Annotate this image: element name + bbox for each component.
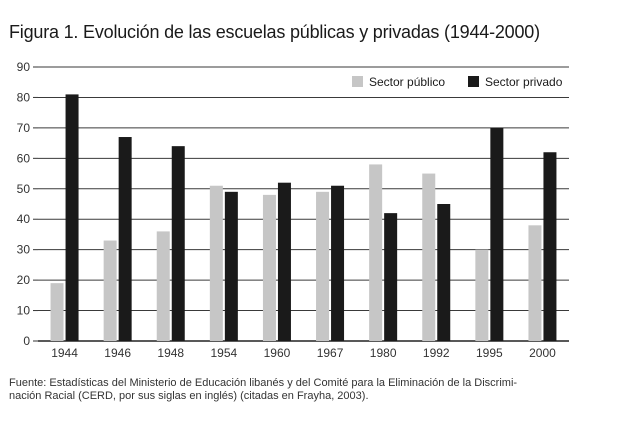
x-tick-label: 1944 <box>51 346 78 360</box>
y-tick-label: 20 <box>17 273 31 287</box>
bar-sector-publico <box>422 173 436 341</box>
bar-sector-privado <box>437 204 451 341</box>
x-tick-label: 1992 <box>423 346 450 360</box>
bar-sector-privado <box>543 152 557 341</box>
y-tick-label: 80 <box>17 90 31 104</box>
legend-swatch-privado <box>468 76 479 87</box>
bar-sector-publico <box>528 225 542 341</box>
bar-sector-privado <box>118 137 132 341</box>
y-tick-label: 10 <box>17 304 31 318</box>
y-tick-label: 40 <box>17 212 31 226</box>
x-tick-label: 1980 <box>370 346 397 360</box>
x-tick-label: 1995 <box>476 346 503 360</box>
bar-sector-publico <box>50 283 64 341</box>
bar-sector-privado <box>277 182 291 341</box>
chart-title: Figura 1. Evolución de las escuelas públ… <box>9 22 540 42</box>
bar-sector-privado <box>331 185 345 341</box>
legend-swatch-publico <box>352 76 363 87</box>
x-tick-label: 1954 <box>210 346 237 360</box>
bar-sector-publico <box>369 164 383 341</box>
bar-sector-publico <box>316 191 330 341</box>
bar-sector-privado <box>224 191 238 341</box>
x-tick-label: 1960 <box>264 346 291 360</box>
bars <box>50 94 557 342</box>
y-tick-label: 70 <box>17 121 31 135</box>
x-axis-ticks: 1944 1946 1948 1954 1960 1967 1980 1992 1995 2000 <box>51 346 556 360</box>
bar-sector-publico <box>475 249 489 341</box>
bar-sector-publico <box>209 185 223 341</box>
bar-sector-publico <box>156 231 170 341</box>
bar-sector-privado <box>384 213 398 341</box>
y-tick-label: 90 <box>17 60 31 74</box>
bar-sector-publico <box>103 240 117 341</box>
x-tick-label: 1946 <box>104 346 131 360</box>
source-line-2: nación Racial (CERD, por sus siglas en i… <box>9 390 369 402</box>
y-tick-label: 50 <box>17 182 31 196</box>
gridlines <box>38 66 569 342</box>
bar-sector-publico <box>262 194 276 341</box>
y-axis-ticks: 0 10 20 30 40 50 60 70 80 90 <box>17 60 38 348</box>
bar-sector-privado <box>490 127 504 341</box>
x-tick-label: 1948 <box>157 346 184 360</box>
y-tick-label: 60 <box>17 151 31 165</box>
legend: Sector público Sector privado <box>352 75 563 89</box>
x-tick-label: 1967 <box>317 346 344 360</box>
y-tick-label: 0 <box>23 334 30 348</box>
legend-label-privado: Sector privado <box>485 75 563 89</box>
bar-sector-privado <box>171 146 185 341</box>
bar-sector-privado <box>65 94 79 342</box>
y-tick-label: 30 <box>17 243 31 257</box>
source-note: Fuente: Estadísticas del Ministerio de E… <box>9 377 605 403</box>
source-line-1: Fuente: Estadísticas del Ministerio de E… <box>9 377 518 389</box>
x-tick-label: 2000 <box>529 346 556 360</box>
legend-label-publico: Sector público <box>369 75 445 89</box>
